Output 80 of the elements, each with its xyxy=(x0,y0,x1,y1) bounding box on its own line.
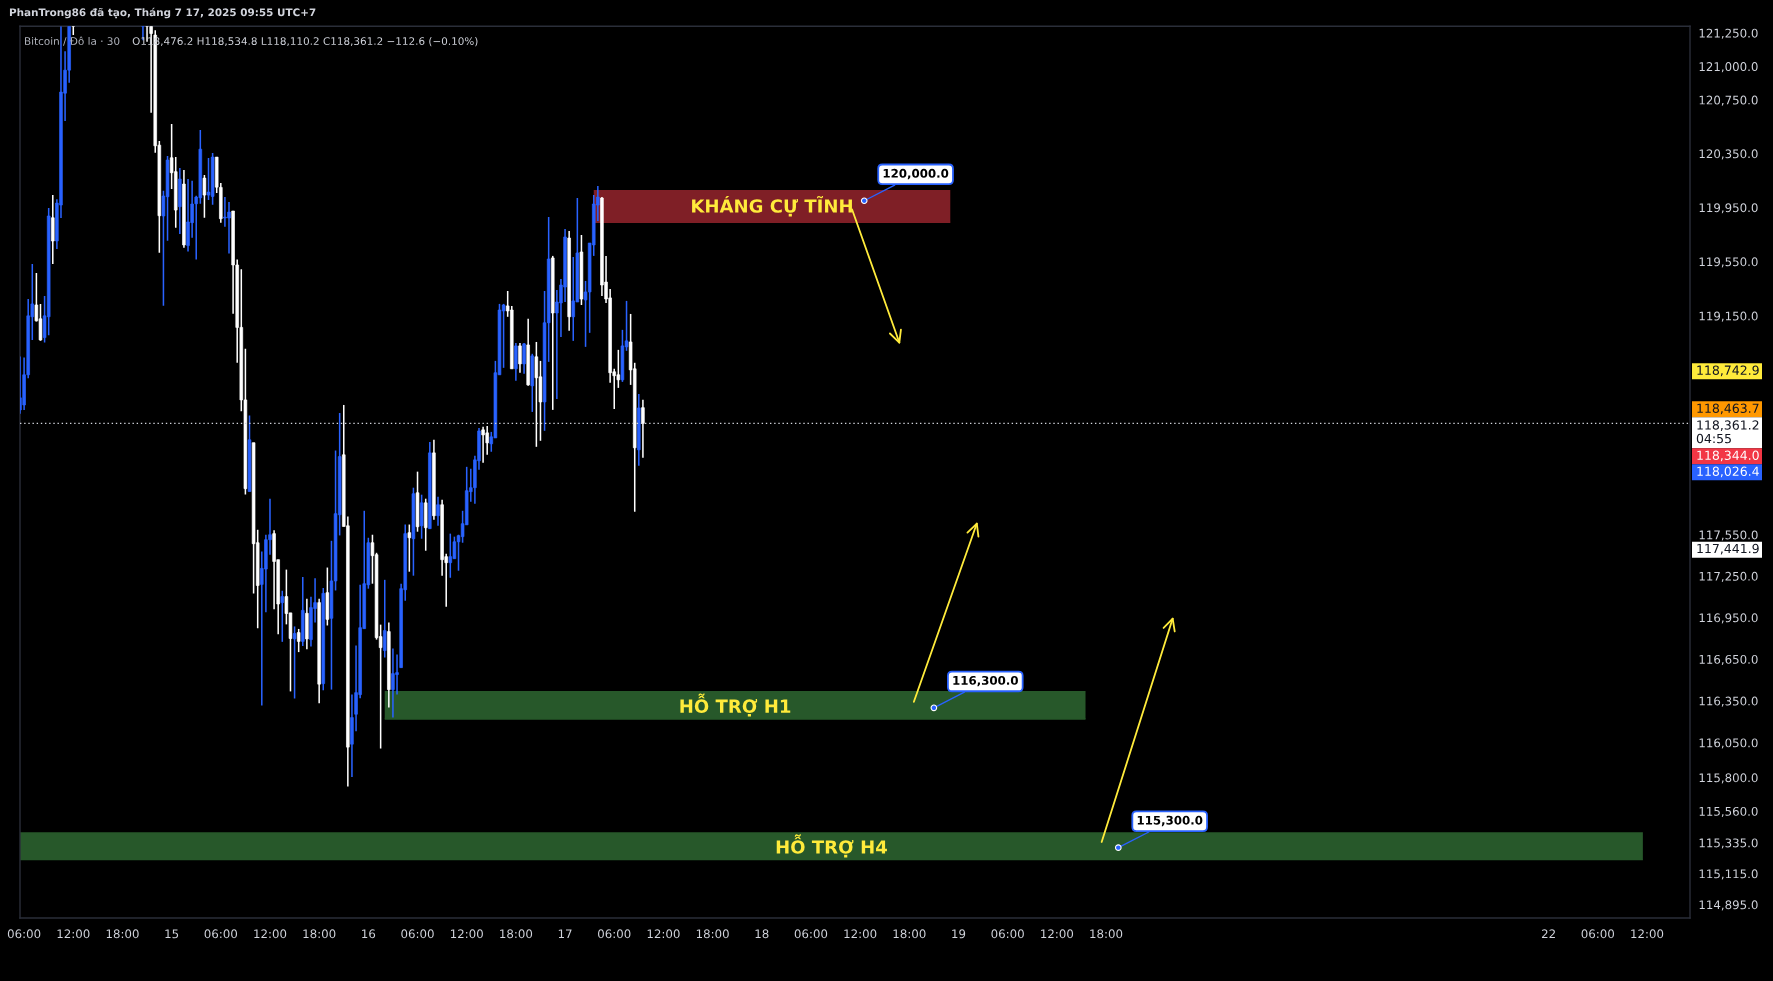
x-tick-label: 12:00 xyxy=(844,929,877,939)
candlestick xyxy=(571,256,575,342)
x-tick-label: 12:00 xyxy=(1631,929,1664,939)
x-tick-label: 22 xyxy=(1541,929,1555,939)
candlestick xyxy=(186,178,190,253)
y-tick-label: 115,115.0 xyxy=(1699,869,1758,880)
candlestick xyxy=(534,341,539,448)
y-tick-label: 119,150.0 xyxy=(1699,311,1758,322)
annotation: HỖ TRỢ H1 xyxy=(680,693,791,717)
y-tick-label: 120,750.0 xyxy=(1699,95,1758,106)
y-tick-label: 115,800.0 xyxy=(1699,773,1758,784)
candlestick xyxy=(51,194,55,265)
text: 118,026.4 xyxy=(1697,466,1759,478)
candlestick xyxy=(514,342,518,382)
x-tick-label: 16 xyxy=(362,929,376,939)
candlestick xyxy=(391,647,395,719)
y-tick-label: 116,950.0 xyxy=(1699,613,1758,624)
x-tick-label: 17 xyxy=(558,929,572,939)
y-tick-label: 116,050.0 xyxy=(1699,738,1758,749)
annotation: KHÁNG CỰ TĨNH xyxy=(692,195,852,217)
x-tick-label: 18:00 xyxy=(500,929,533,939)
candlestick xyxy=(206,157,211,201)
x-tick-label: 06:00 xyxy=(794,929,828,939)
y-tick-label: 116,650.0 xyxy=(1699,654,1758,666)
y-tick-label: 121,000.0 xyxy=(1699,62,1758,73)
y-tick-label: 115,335.0 xyxy=(1699,838,1758,849)
x-tick-label: 18:00 xyxy=(696,929,729,939)
candlestick xyxy=(448,532,453,579)
text: 118,463.7 xyxy=(1697,403,1759,415)
text: 118,344.0 xyxy=(1697,450,1759,462)
x-tick-label: 06:00 xyxy=(598,929,631,939)
x-tick-label: 18:00 xyxy=(1090,929,1123,939)
x-tick-label: 12:00 xyxy=(57,929,90,939)
y-tick-label: 119,950.0 xyxy=(1699,203,1758,214)
text: PhanTrong86 đã tạo, Tháng 7 17, 2025 09:55 UTC+7 xyxy=(9,7,316,19)
x-tick-label: 19 xyxy=(952,929,966,939)
y-tick-label: 117,550.0 xyxy=(1699,530,1758,541)
text: 118,742.9 xyxy=(1697,365,1759,377)
x-tick-label: 06:00 xyxy=(204,929,238,939)
y-tick-label: 115,560.0 xyxy=(1699,806,1758,818)
candlestick xyxy=(280,589,285,643)
annotation: 115,300.0 xyxy=(1137,815,1203,827)
annotation: HỖ TRỢ H4 xyxy=(776,834,887,858)
candlestick xyxy=(641,398,645,459)
candlestick xyxy=(296,628,301,653)
candlestick xyxy=(382,579,387,659)
candlestick xyxy=(407,523,412,573)
y-tick-label: 119,550.0 xyxy=(1699,257,1758,268)
y-tick-label: 114,895.0 xyxy=(1699,900,1758,911)
x-tick-label: 12:00 xyxy=(450,929,483,939)
annotation: 120,000.0 xyxy=(883,168,949,180)
text: 117,441.9 xyxy=(1697,543,1759,555)
candlestick xyxy=(419,493,424,540)
candlestick xyxy=(227,201,231,255)
y-tick-label: 116,350.0 xyxy=(1699,696,1758,707)
candlestick xyxy=(202,174,207,219)
x-tick-label: 06:00 xyxy=(991,929,1024,939)
annotation: 116,300.0 xyxy=(953,675,1018,687)
candlestick xyxy=(223,196,227,228)
x-tick-label: 18:00 xyxy=(893,929,926,939)
x-tick-label: 15 xyxy=(165,929,179,939)
x-tick-label: 18 xyxy=(755,929,769,939)
x-tick-label: 12:00 xyxy=(1041,929,1074,939)
x-tick-label: 06:00 xyxy=(401,929,434,939)
candlestick xyxy=(481,426,485,464)
candlestick xyxy=(292,625,297,700)
x-tick-label: 06:00 xyxy=(1581,929,1615,939)
x-tick-label: 18:00 xyxy=(106,929,139,939)
candlestick xyxy=(436,495,440,527)
candlestick xyxy=(38,303,43,342)
x-tick-label: 12:00 xyxy=(647,929,680,939)
y-tick-label: 121,250.0 xyxy=(1699,28,1758,39)
x-tick-label: 12:00 xyxy=(254,929,287,939)
y-tick-label: 117,250.0 xyxy=(1699,571,1758,582)
x-tick-label: 06:00 xyxy=(7,929,41,939)
y-tick-label: 120,350.0 xyxy=(1699,149,1758,160)
candlestick xyxy=(522,342,526,375)
x-tick-label: 18:00 xyxy=(303,929,336,939)
ref-line-label: 118,361.2 04:55 xyxy=(1696,420,1759,444)
candlestick xyxy=(518,342,522,374)
